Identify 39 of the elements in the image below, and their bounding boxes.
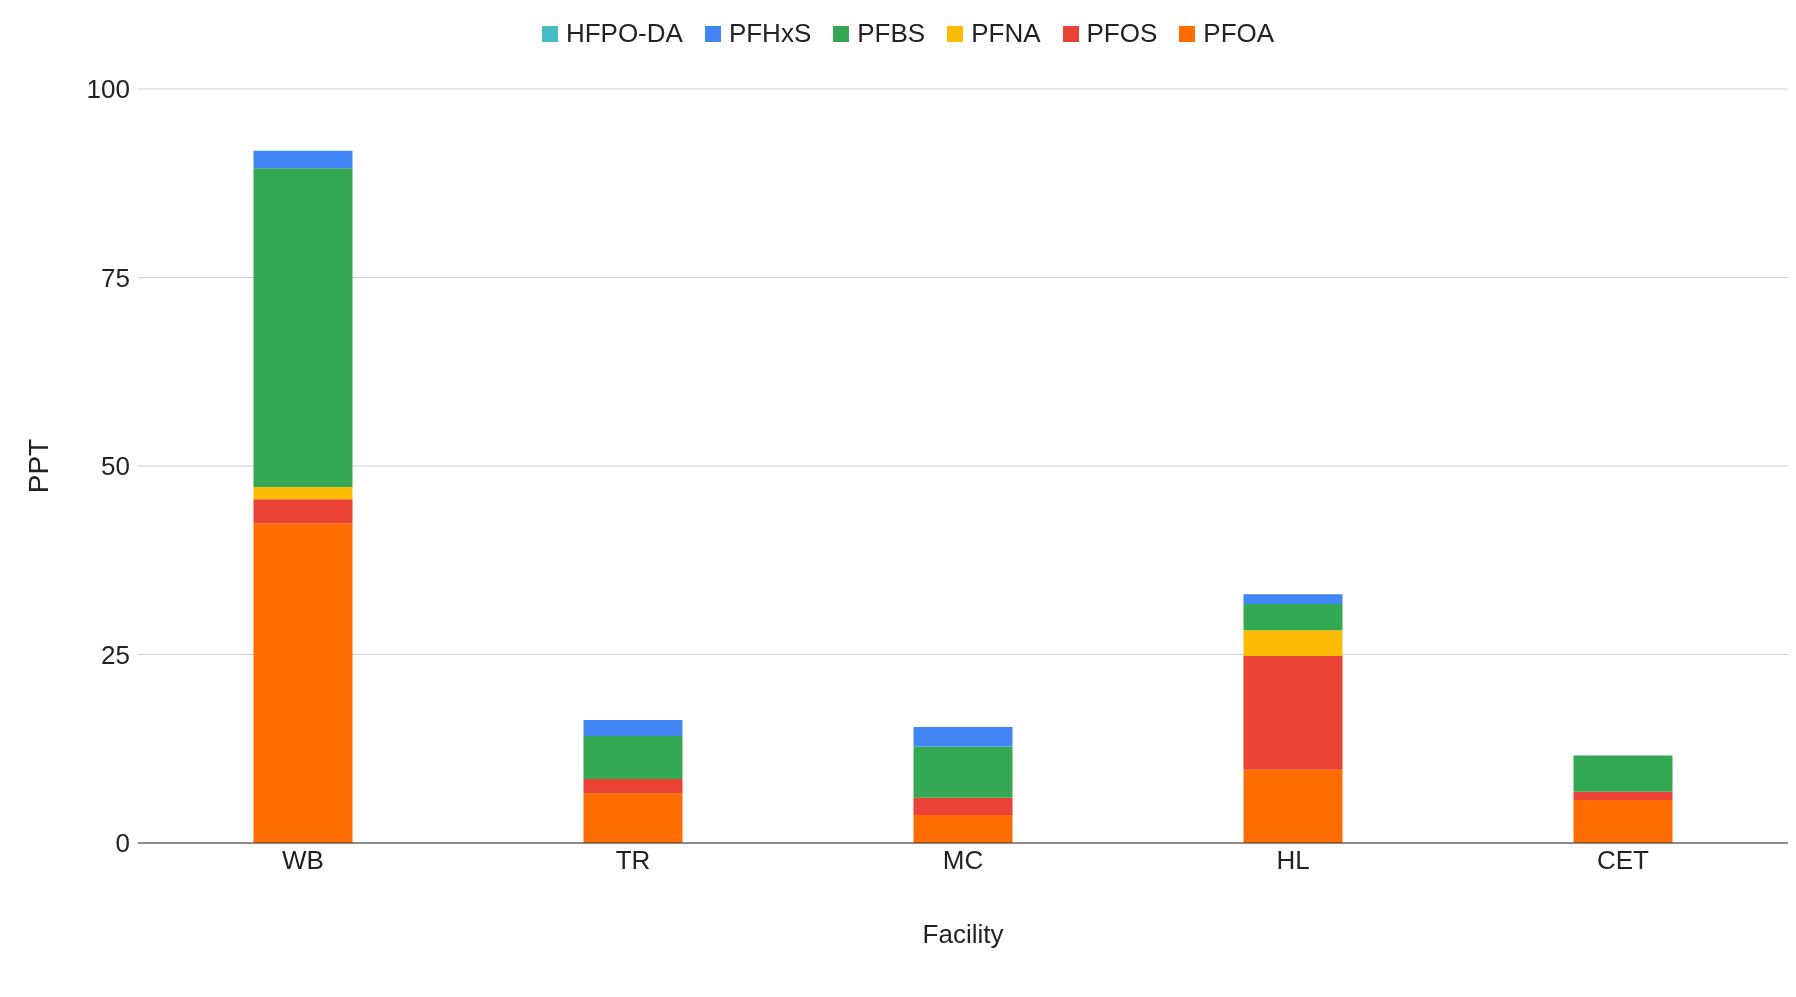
bar xyxy=(913,726,1013,747)
bar xyxy=(1243,656,1343,770)
y-tick-label: 25 xyxy=(101,639,130,670)
bar xyxy=(913,797,1013,816)
bar xyxy=(253,150,353,169)
bar xyxy=(253,523,353,843)
bar xyxy=(913,746,1013,798)
bar xyxy=(1573,791,1673,801)
x-tick-label: CET xyxy=(1597,845,1650,876)
legend-label: PFHxS xyxy=(727,18,812,49)
bar xyxy=(1243,603,1343,631)
y-axis-title: PPT xyxy=(22,438,54,494)
bar xyxy=(1243,594,1343,604)
bar xyxy=(253,487,353,500)
bar xyxy=(1573,755,1673,792)
y-tick-label: 0 xyxy=(115,828,130,859)
legend-label: PFBS xyxy=(856,18,926,49)
legend-label: PFOS xyxy=(1085,18,1158,49)
legend-label: PFOA xyxy=(1202,18,1275,49)
x-tick-label: WB xyxy=(282,845,324,876)
bar xyxy=(1243,630,1343,657)
bar xyxy=(583,778,683,794)
x-tick-label: MC xyxy=(942,845,984,876)
y-tick-label: 75 xyxy=(101,262,130,293)
y-tick-label: 100 xyxy=(86,74,130,105)
legend-label: HFPO-DA xyxy=(564,18,683,49)
x-tick-label: HL xyxy=(1276,845,1310,876)
bar xyxy=(1243,769,1343,843)
bar xyxy=(583,720,683,736)
x-axis-title: Facility xyxy=(922,919,1004,949)
bar xyxy=(913,815,1013,843)
legend-label: PFNA xyxy=(970,18,1041,49)
x-tick-label: TR xyxy=(615,845,651,876)
bar xyxy=(583,735,683,779)
bar xyxy=(253,168,353,488)
y-tick-label: 50 xyxy=(101,451,130,482)
bar xyxy=(253,499,353,524)
bar xyxy=(1573,800,1673,843)
bar xyxy=(583,793,683,843)
